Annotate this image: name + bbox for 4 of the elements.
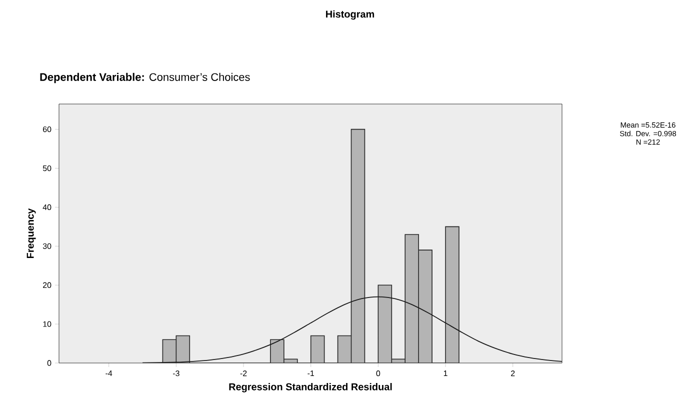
chart-subtitle: Dependent Variable: Consumer’s Choices (40, 72, 250, 84)
y-axis-title: Frequency (26, 208, 36, 258)
x-axis-title: Regression Standardized Residual (229, 383, 392, 392)
chart-title: Histogram (326, 10, 374, 20)
